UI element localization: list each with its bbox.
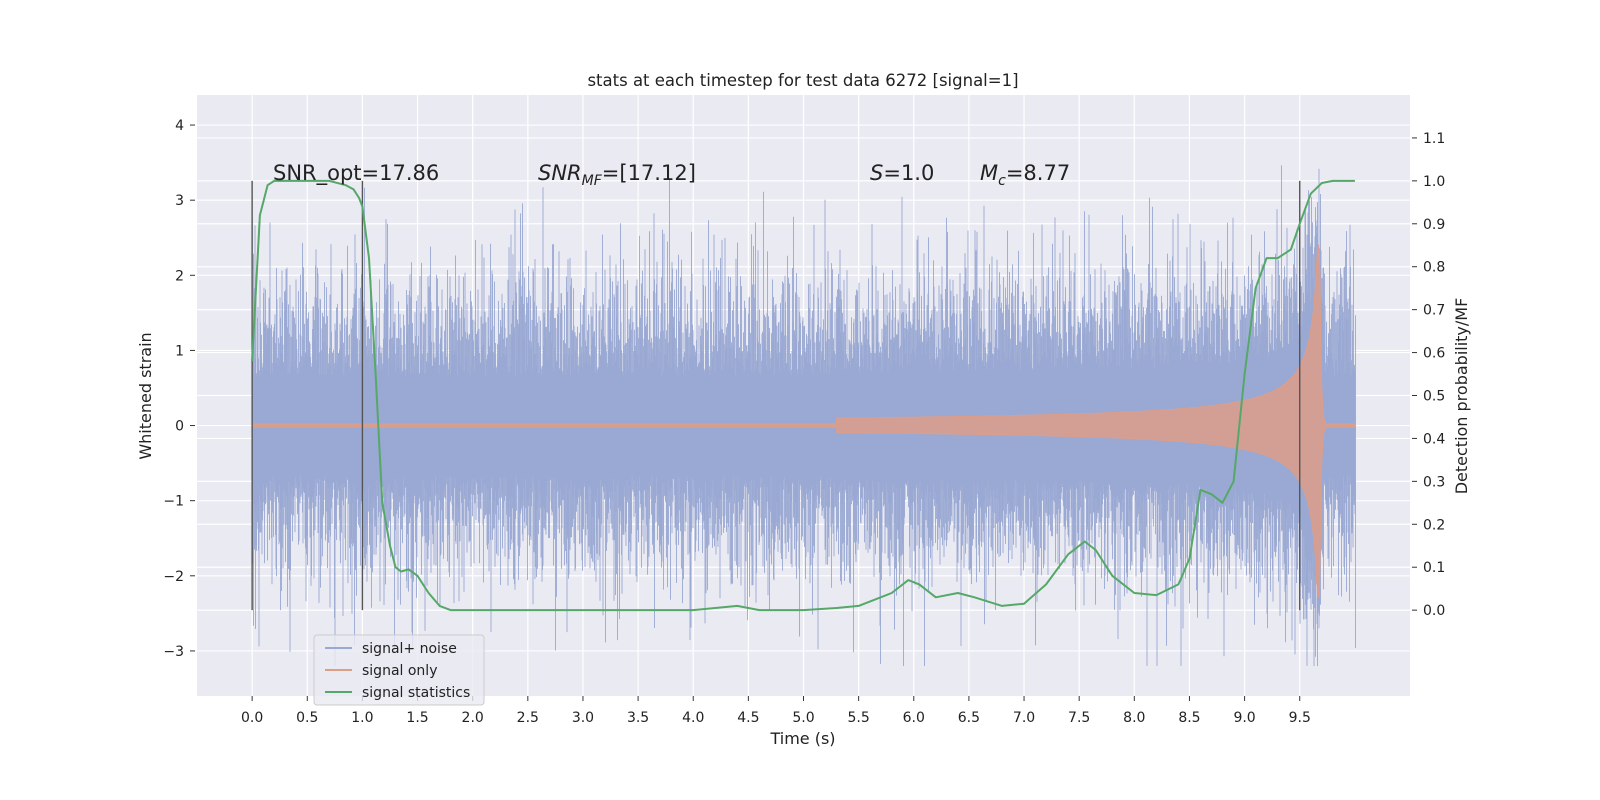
legend-label: signal only: [362, 663, 437, 679]
y-axis-label-right: Detection probability/MF: [1452, 298, 1471, 495]
y-right-tick-label: 0.1: [1423, 560, 1445, 576]
y-left-tick-label: 1: [175, 343, 184, 359]
series-signal-only: [251, 244, 1356, 598]
y-ticks-left: −3 −2 −1 0 1 2 3 4: [163, 118, 195, 660]
annotation-s-value: =1.0: [883, 161, 934, 185]
annotation-mc-sub: c: [998, 173, 1006, 189]
signal-only-trace: [251, 244, 1356, 598]
y-left-tick-label: −3: [163, 644, 184, 660]
y-right-tick-label: 0.8: [1423, 260, 1445, 276]
vertical-markers: [251, 180, 1301, 611]
signal-statistics-line: [251, 179, 1355, 612]
y-left-tick-label: 0: [175, 419, 184, 435]
y-left-tick-label: −1: [163, 494, 184, 510]
y-axis-label-left: Whitened strain: [136, 332, 155, 459]
y-right-tick-label: 0.2: [1423, 517, 1445, 533]
x-tick-label: 6.5: [958, 710, 980, 726]
legend-box: [313, 634, 485, 706]
y-right-tick-label: 0.4: [1423, 431, 1445, 447]
y-right-tick-label: 1.1: [1423, 131, 1445, 147]
x-tick-label: 9.5: [1289, 710, 1311, 726]
annotation-snr-mf-value: =[17.12]: [602, 161, 696, 185]
x-tick-label: 7.5: [1068, 710, 1090, 726]
x-tick-label: 1.5: [406, 710, 428, 726]
annotation-snr-mf-base: SNR: [538, 161, 582, 185]
y-right-tick-label: 0.3: [1423, 474, 1445, 490]
legend: signal+ noise signal only signal statistic…: [313, 634, 485, 706]
y-right-tick-label: 0.5: [1423, 389, 1445, 405]
x-axis-label: Time (s): [769, 729, 835, 748]
x-tick-label: 1.0: [351, 710, 373, 726]
annotations: SNR_opt=17.86 SNRMF=[17.12] S=1.0 Mc=8.7…: [273, 161, 1070, 189]
y-ticks-right: 0.0 0.1 0.2 0.3 0.4 0.5 0.6 0.7 0.8 0.9 1.0 1.1: [1412, 131, 1445, 619]
y-right-tick-label: 0.9: [1423, 217, 1445, 233]
x-tick-label: 4.5: [737, 710, 759, 726]
x-tick-label: 3.0: [572, 710, 594, 726]
annotation-snr-opt: SNR_opt=17.86: [273, 161, 439, 186]
annotation-mc-base: M: [980, 161, 998, 185]
x-tick-label: 0.0: [241, 710, 263, 726]
x-tick-label: 9.0: [1233, 710, 1255, 726]
legend-label: signal statistics: [362, 685, 470, 701]
annotation-snr-mf-sub: MF: [582, 173, 603, 189]
y-left-tick-label: −2: [163, 569, 184, 585]
x-tick-label: 6.0: [903, 710, 925, 726]
x-tick-label: 3.5: [627, 710, 649, 726]
series-signal-statistics: [251, 179, 1355, 612]
x-tick-label: 2.5: [517, 710, 539, 726]
x-tick-label: 2.0: [462, 710, 484, 726]
x-tick-label: 5.0: [792, 710, 814, 726]
y-left-tick-label: 2: [175, 268, 184, 284]
x-tick-label: 5.5: [848, 710, 870, 726]
y-left-tick-label: 3: [175, 193, 184, 209]
x-tick-label: 8.5: [1178, 710, 1200, 726]
annotation-mc-value: =8.77: [1006, 161, 1070, 185]
y-right-tick-label: 0.0: [1423, 603, 1445, 619]
x-tick-label: 7.0: [1013, 710, 1035, 726]
y-right-tick-label: 1.0: [1423, 174, 1445, 190]
annotation-snr-mf: SNRMF=[17.12]: [538, 161, 696, 189]
y-right-tick-label: 0.6: [1423, 346, 1445, 362]
x-tick-label: 4.0: [682, 710, 704, 726]
annotation-s: S=1.0: [870, 161, 934, 185]
annotation-mc: Mc=8.77: [980, 161, 1070, 189]
y-left-tick-label: 4: [175, 118, 184, 134]
x-tick-label: 0.5: [296, 710, 318, 726]
legend-label: signal+ noise: [362, 641, 457, 657]
x-tick-label: 8.0: [1123, 710, 1145, 726]
y-right-tick-label: 0.7: [1423, 303, 1445, 319]
chart-title: stats at each timestep for test data 627…: [587, 71, 1018, 90]
annotation-s-base: S: [870, 161, 883, 185]
x-ticks: 0.0 0.5 1.0 1.5 2.0 2.5 3.0 3.5 4.0 4.5 5.0 5.5 6.0 6…: [241, 696, 1311, 726]
